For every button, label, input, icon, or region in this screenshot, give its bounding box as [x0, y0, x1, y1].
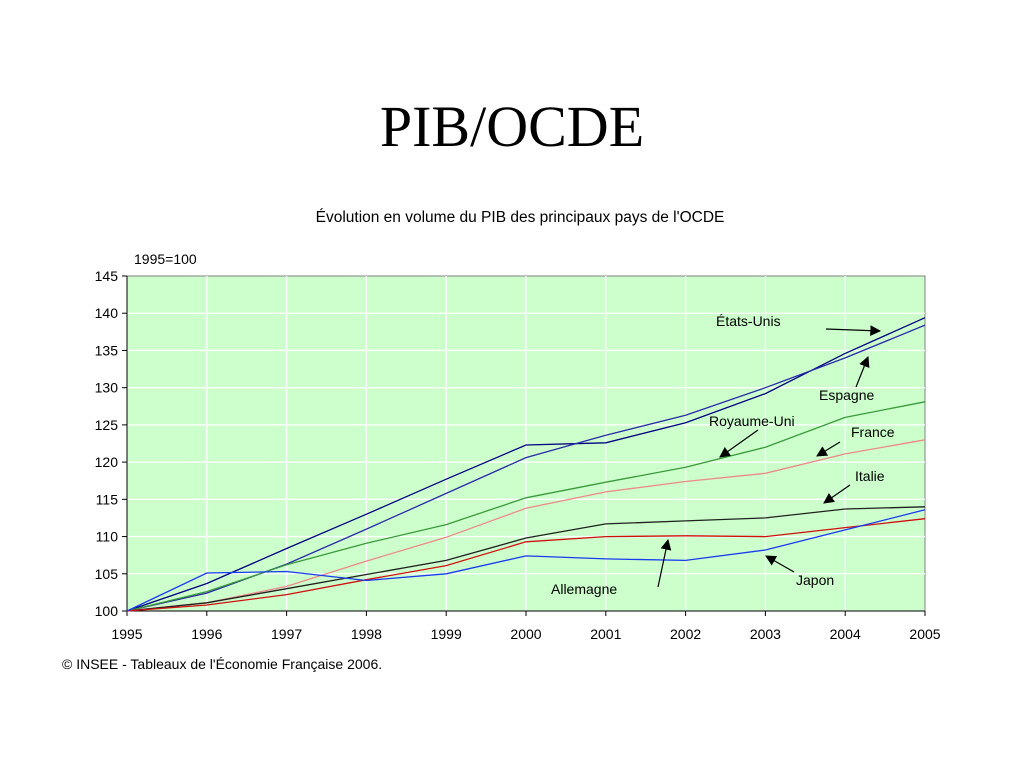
- y-tick-label: 140: [95, 305, 119, 321]
- callout-label-espagne: Espagne: [819, 387, 874, 403]
- y-tick-label: 135: [95, 342, 119, 358]
- callout-label-royaume-uni: Royaume-Uni: [709, 413, 795, 429]
- x-tick-label: 1998: [351, 626, 382, 642]
- series-line-italie: [126, 506, 926, 612]
- y-tick-label: 125: [95, 417, 119, 433]
- x-tick-label: 2005: [909, 626, 940, 642]
- series-line-royaume-uni: [126, 401, 926, 612]
- y-axis-ticks: 100 105 110 115 120 125 130 135 140 145: [95, 268, 127, 619]
- series-line-france: [126, 439, 926, 612]
- x-axis-ticks: 1995 1996 1997 1998 1999 2000 2001 2002 2003 2004…: [111, 611, 941, 642]
- callout-label-japon: Japon: [796, 572, 834, 588]
- y-tick-label: 105: [95, 566, 119, 582]
- callout-label-allemagne: Allemagne: [551, 581, 617, 597]
- x-tick-label: 1997: [271, 626, 302, 642]
- y-tick-label: 100: [95, 603, 119, 619]
- series-line-allemagne: [126, 518, 926, 612]
- source-note: © INSEE - Tableaux de l'Économie Françai…: [62, 656, 382, 672]
- callout-arrow-france: [816, 441, 841, 457]
- callout-arrow-royaume-uni: [719, 429, 759, 458]
- slide-title: PIB/OCDE: [379, 94, 645, 159]
- callout-arrow-allemagne: [657, 538, 672, 588]
- annotations: États-Unis Espagne Royaume-Uni France Italie…: [551, 313, 895, 597]
- series-lines: [126, 317, 926, 612]
- callout-arrow-japon: [765, 555, 795, 573]
- y-tick-label: 145: [95, 268, 119, 284]
- callout-arrow-espagne: [855, 355, 870, 388]
- x-tick-label: 1996: [191, 626, 222, 642]
- y-tick-label: 130: [95, 380, 119, 396]
- series-line-japon: [126, 509, 926, 612]
- series-line--tats-unis: [126, 317, 926, 612]
- x-tick-label: 1995: [111, 626, 142, 642]
- callout-arrow-italie: [823, 484, 851, 504]
- callout-arrow--tats-unis: [825, 325, 882, 337]
- callout-label--tats-unis: États-Unis: [716, 313, 781, 329]
- y-tick-label: 115: [96, 491, 119, 507]
- x-tick-label: 2002: [670, 626, 701, 642]
- x-tick-label: 2000: [510, 626, 541, 642]
- callout-label-italie: Italie: [855, 468, 885, 484]
- y-tick-label: 120: [95, 454, 119, 470]
- callout-label-france: France: [851, 424, 895, 440]
- y-axis-label: 1995=100: [134, 251, 197, 267]
- y-tick-label: 110: [96, 529, 119, 545]
- x-tick-label: 2004: [830, 626, 861, 642]
- chart-title: Évolution en volume du PIB des principau…: [316, 209, 725, 226]
- x-tick-label: 2003: [750, 626, 781, 642]
- x-tick-label: 1999: [431, 626, 462, 642]
- x-tick-label: 2001: [590, 626, 621, 642]
